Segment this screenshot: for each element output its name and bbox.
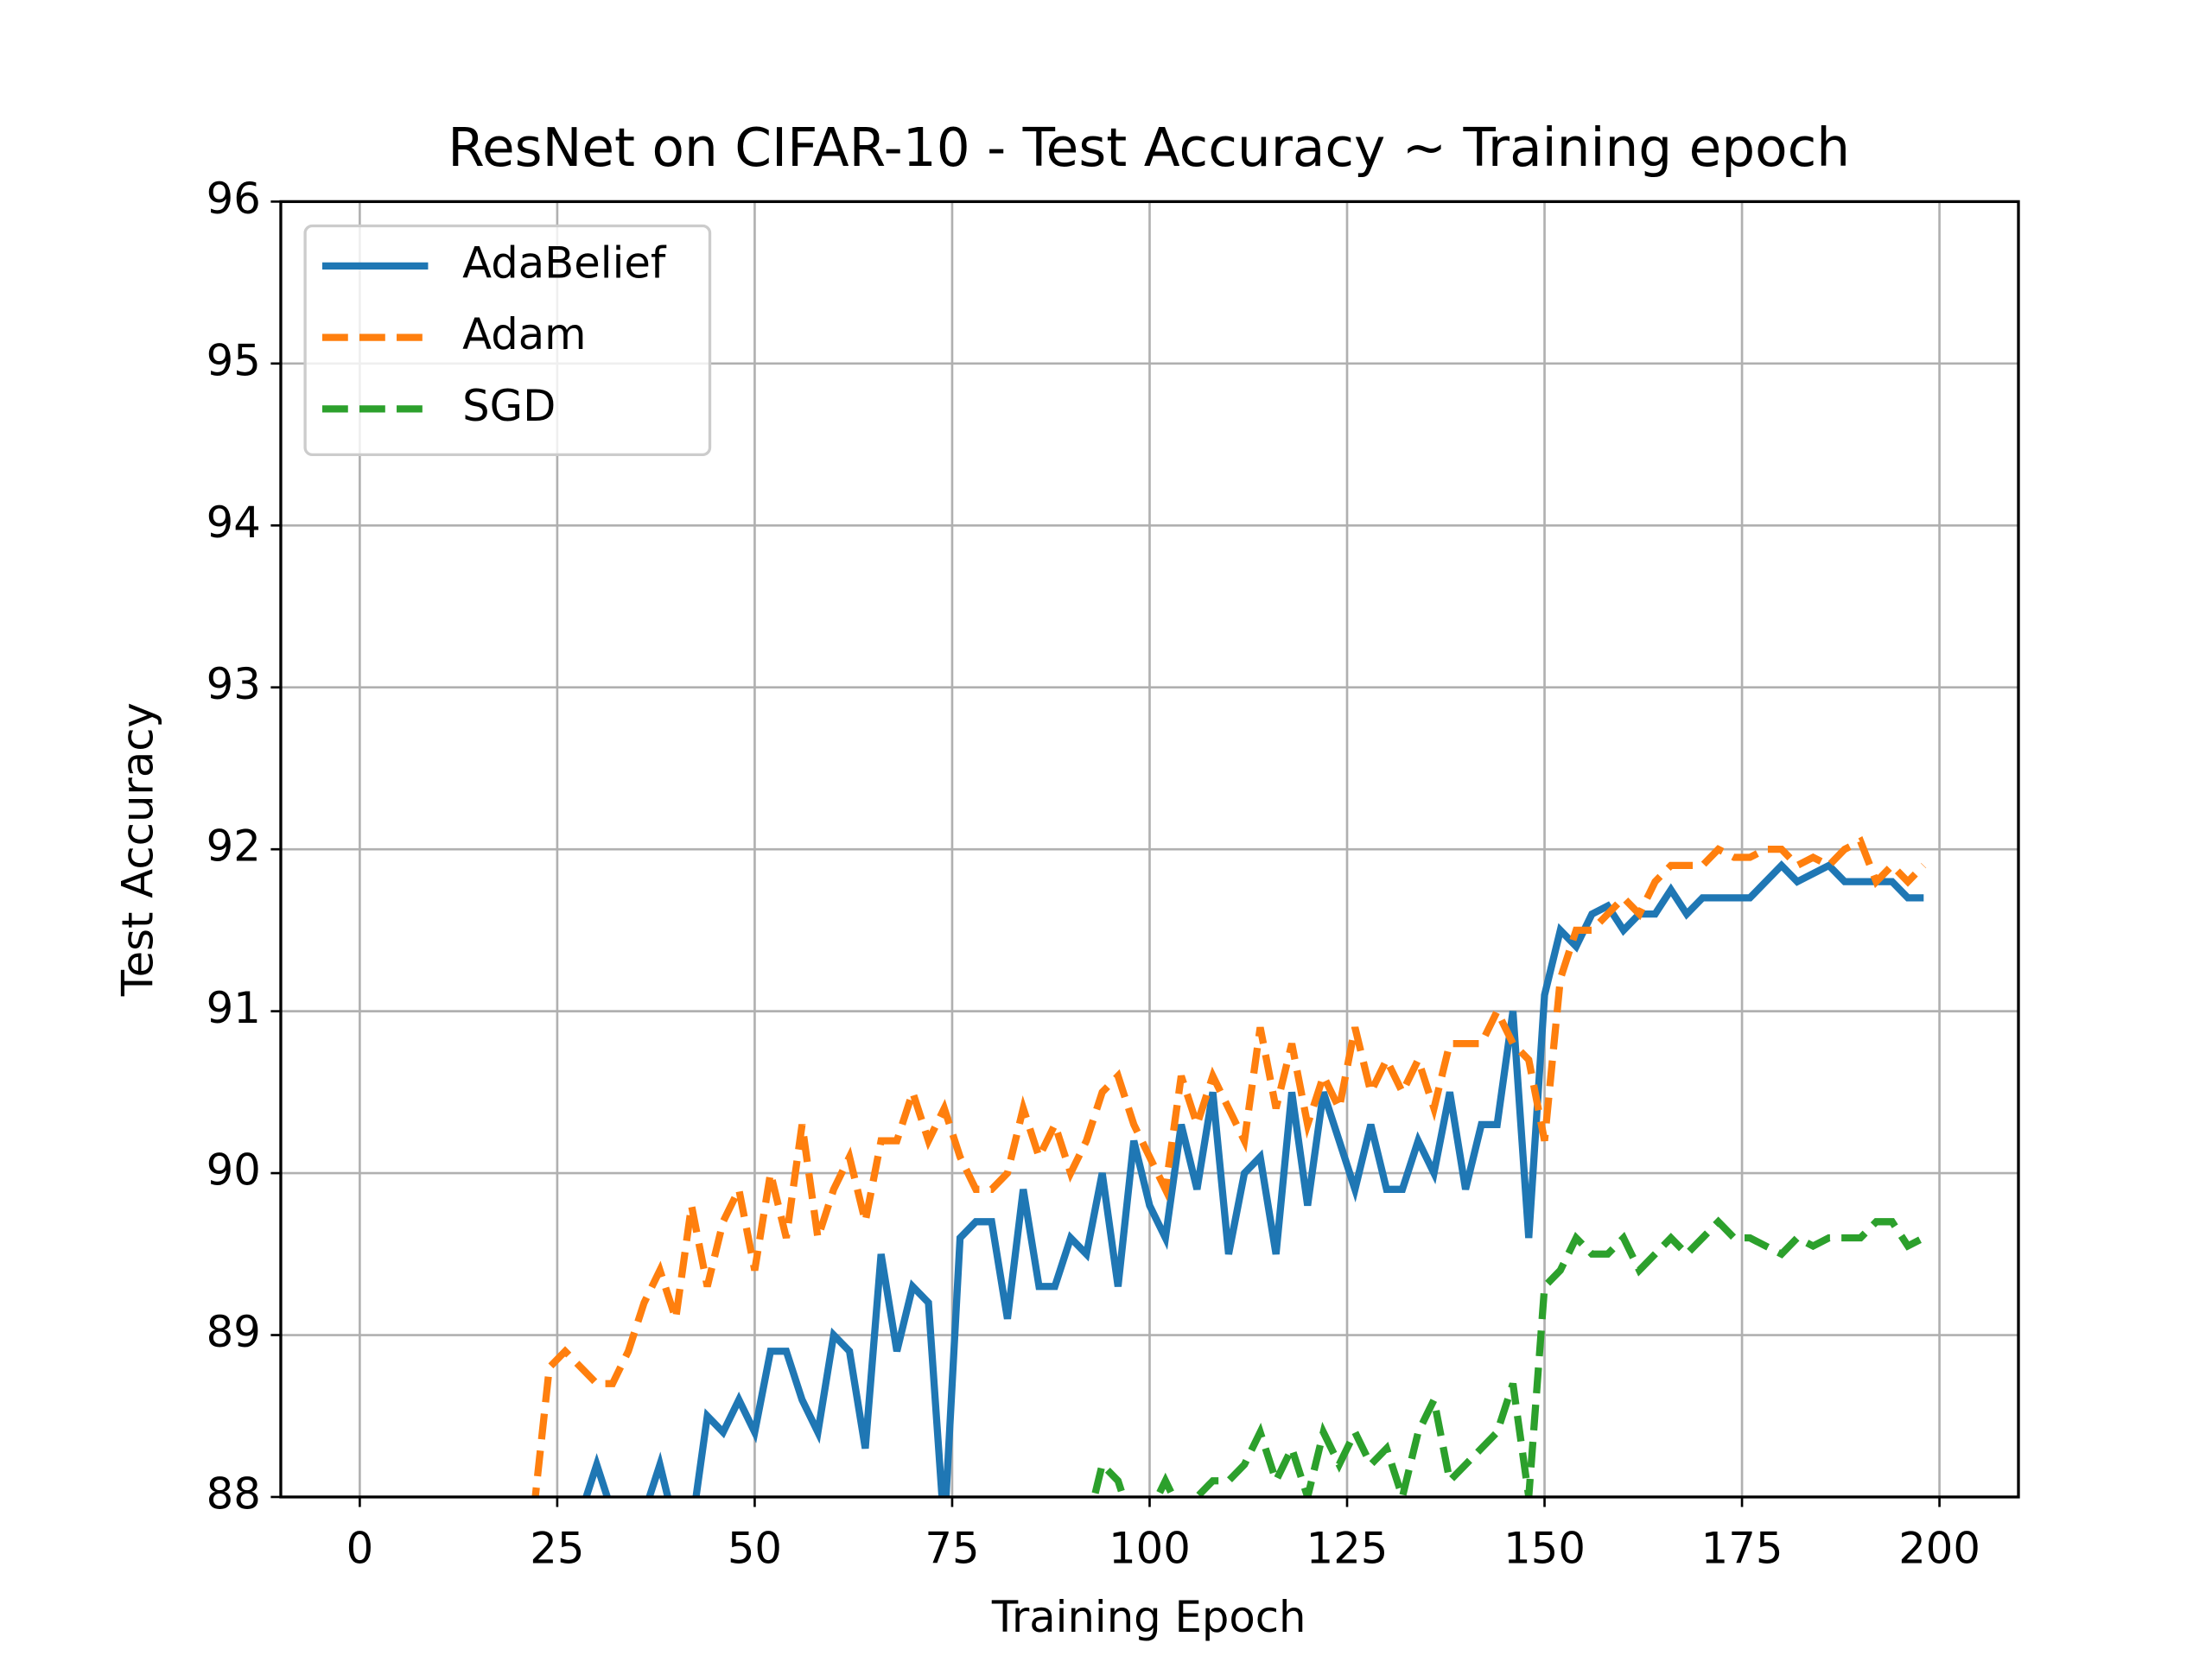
series-line: [582, 860, 1924, 1497]
x-tick-label: 0: [346, 1523, 374, 1573]
plot-area: [531, 836, 1927, 1497]
x-tick-label: 25: [530, 1523, 584, 1573]
legend-label: SGD: [462, 381, 556, 431]
ticks: 0 25 50 75 100 125 150 175 200 88 89 90 91 92 93 94 95 96: [207, 174, 1980, 1573]
y-tick-label: 95: [207, 335, 261, 385]
series-line: [1090, 1216, 1926, 1497]
y-tick-label: 91: [207, 983, 261, 1033]
y-tick-label: 92: [207, 821, 261, 872]
x-tick-label: 100: [1109, 1523, 1191, 1573]
x-tick-label: 200: [1898, 1523, 1980, 1573]
legend-box: [303, 224, 712, 456]
x-tick-label: 50: [728, 1523, 782, 1573]
y-axis-label: Test Accuracy: [112, 702, 162, 997]
legend-label: AdaBelief: [462, 238, 667, 288]
y-tick-label: 88: [207, 1469, 261, 1519]
y-tick-label: 93: [207, 659, 261, 709]
x-tick-label: 75: [925, 1523, 979, 1573]
legend-label: Adam: [462, 309, 586, 359]
series-line: [531, 836, 1927, 1497]
chart-title: ResNet on CIFAR-10 - Test Accuracy ~ Tra…: [448, 117, 1850, 179]
y-tick-label: 90: [207, 1145, 261, 1196]
y-tick-label: 89: [207, 1307, 261, 1357]
legend: AdaBelief Adam SGD: [303, 224, 712, 456]
y-tick-label: 96: [207, 174, 261, 224]
y-tick-label: 94: [207, 498, 261, 548]
x-tick-label: 150: [1503, 1523, 1586, 1573]
x-tick-label: 175: [1701, 1523, 1783, 1573]
x-axis-label: Training Epoch: [991, 1592, 1306, 1642]
x-tick-label: 125: [1306, 1523, 1389, 1573]
